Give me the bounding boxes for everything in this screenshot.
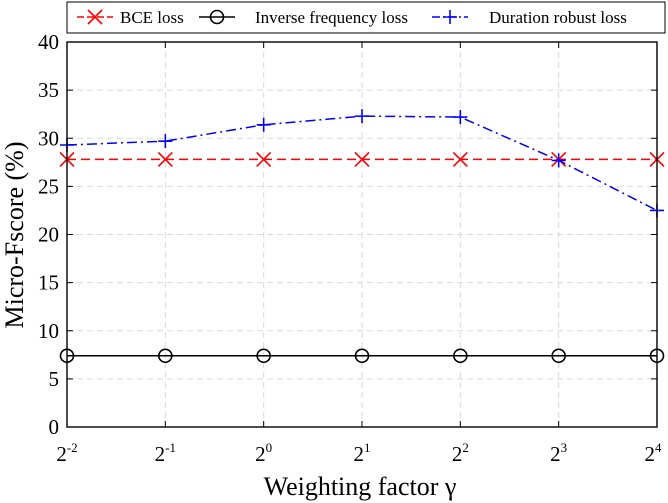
y-tick-label: 25 [38,174,59,198]
circle-marker [158,348,173,364]
x-tick-base: 2 [354,442,365,466]
x-tick-label: 2-1 [155,440,176,466]
x-tick-exponent: 0 [266,440,273,455]
x-tick-label: 24 [645,440,663,466]
circle-marker [354,348,370,364]
circle-marker [551,348,566,364]
circle-marker [209,9,225,25]
x-tick-exponent: -2 [67,440,78,455]
x-tick-exponent: 1 [364,440,371,455]
legend-item: Duration robust loss [432,8,627,27]
plus-marker [256,117,271,132]
x-tick-base: 2 [452,442,463,466]
legend-item: Inverse frequency loss [199,8,408,27]
legend-label: Inverse frequency loss [255,8,408,27]
circle-marker [256,348,271,364]
x-cross-marker [354,151,370,167]
x-tick-label: 20 [255,440,272,466]
y-axis-label: Micro-Fscore (%) [0,142,29,329]
x-tick-base: 2 [56,442,67,466]
plus-marker [355,109,369,124]
x-tick-exponent: 4 [655,440,662,455]
x-tick-base: 2 [645,442,656,466]
y-tick-label: 20 [38,223,59,247]
circle-marker [453,348,468,364]
x-axis-tick-labels: 2-2 2-1 20 21 22 23 24 [56,440,662,466]
x-tick-exponent: 2 [462,440,469,455]
legend-item: BCE loss [77,8,184,27]
x-tick-label: 22 [452,440,469,466]
x-tick-base: 2 [255,442,266,466]
x-tick-label: 21 [354,440,371,466]
x-tick-exponent: 3 [561,440,568,455]
x-tick-label: 23 [550,440,567,466]
y-tick-label: 10 [38,319,59,343]
x-tick-base: 2 [155,442,166,466]
legend-label: BCE loss [120,8,184,27]
y-axis-tick-labels: 0 5 10 15 20 25 30 35 40 [38,30,59,439]
x-cross-marker [87,9,103,25]
x-cross-marker [452,151,468,167]
x-tick-base: 2 [550,442,561,466]
x-axis-label: Weighting factor γ [264,472,457,501]
y-tick-label: 5 [49,367,60,391]
x-tick-label: 2-2 [56,440,77,466]
y-tick-label: 0 [49,415,60,439]
y-tick-label: 35 [38,78,59,102]
y-tick-label: 15 [38,271,59,295]
plus-marker [158,134,173,149]
grid-lines [67,42,657,427]
plus-marker [443,10,457,24]
legend: BCE loss Inverse frequency loss Duration r… [66,1,666,34]
legend-box [66,1,666,34]
x-cross-marker [256,151,272,167]
y-tick-label: 30 [38,126,59,150]
axis-ticks [66,41,658,428]
plus-marker [551,153,566,168]
x-cross-marker [157,151,173,167]
y-tick-label: 40 [38,30,59,54]
plus-marker [453,110,468,125]
x-tick-exponent: -1 [165,440,176,455]
legend-label: Duration robust loss [489,8,627,27]
